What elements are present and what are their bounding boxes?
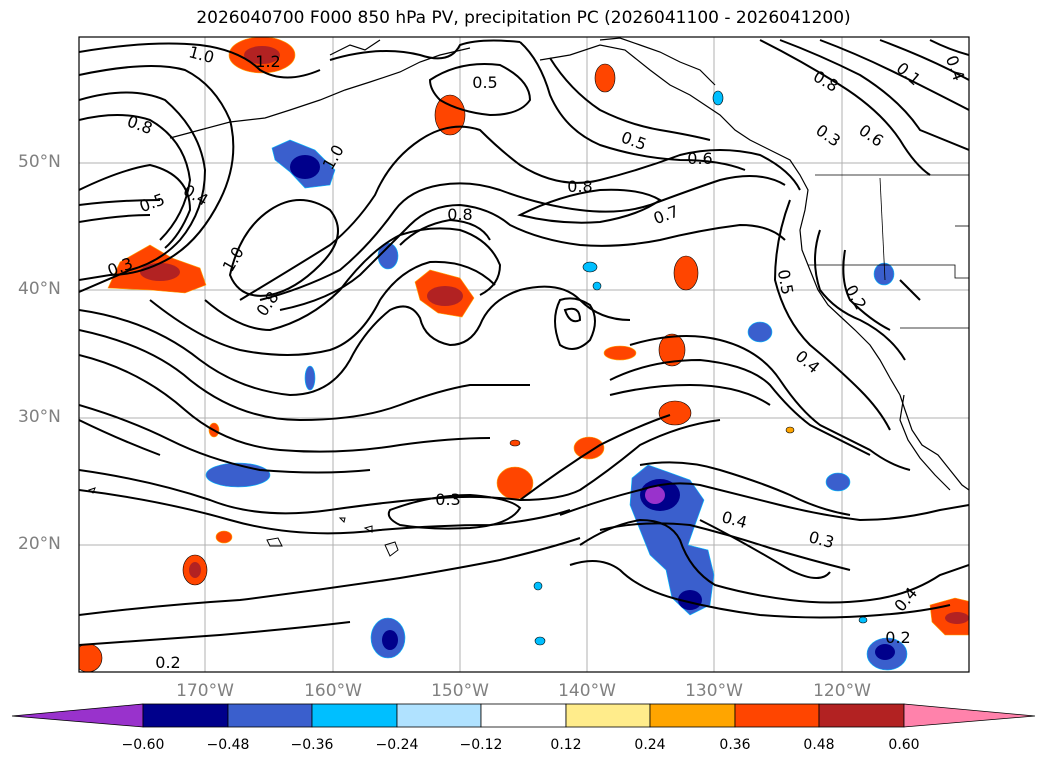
precip-blob [189,562,201,578]
contour-label: 0.4 [180,181,212,210]
precip-blob [427,286,463,306]
precip-blob [79,643,103,672]
precip-blob [215,530,233,544]
colorbar-seg-10 [903,703,1036,728]
lon-label: 170°W [176,681,234,701]
pv-contours [79,39,969,646]
precip-blob [573,436,605,460]
precip-blob [533,581,543,591]
precip-blob [603,345,637,361]
contour-label: 0.2 [155,653,180,672]
precip-blob [785,426,795,434]
precip-blob [712,90,724,106]
colorbar-tick-label: −0.48 [206,737,250,753]
lon-label: 160°W [304,681,362,701]
contour-label: 0.5 [619,128,649,155]
contour-label: 0.3 [812,120,844,150]
colorbar-tick-label: 0.48 [803,737,835,753]
colorbar-seg-6 [565,703,651,728]
precip-blob [244,46,280,64]
contour-label: 0.2 [885,628,910,647]
lat-label: 20°N [18,534,61,554]
colorbar-seg-2 [227,703,313,728]
contour-label: 0.8 [447,205,472,224]
lon-label: 120°W [813,681,871,701]
contour-labels: 1.0 1.2 0.5 0.8 0.5 0.6 0.8 0.7 0.8 0.5 … [105,42,969,672]
colorbar-tick-label: 0.36 [719,737,751,753]
precip-blob [678,590,702,610]
colorbar [11,703,1036,728]
precip-blob [205,462,271,488]
colorbar-seg-1 [142,703,229,728]
lat-label: 30°N [18,407,61,427]
political-borders [808,174,969,329]
precip-blob [945,612,969,624]
colorbar-tick-label: 0.24 [634,737,666,753]
contour-label: 0.5 [472,73,497,92]
map-title: 2026040700 F000 850 hPa PV, precipitatio… [196,8,851,28]
contour-label: 0.3 [435,490,460,509]
colorbar-tick-label: −0.36 [290,737,334,753]
precip-blob [509,439,521,447]
precip-blob [382,630,398,650]
contour-label: 0.8 [567,177,592,196]
colorbar-tick-label: 0.60 [888,737,920,753]
contour-label: 0.4 [942,53,969,83]
lat-label: 40°N [18,279,61,299]
contour-label: 0.5 [774,268,797,296]
colorbar-seg-7 [649,703,736,728]
colorbar-seg-0 [11,703,144,728]
colorbar-tick-label: −0.24 [375,737,419,753]
precip-blob [434,94,466,136]
lon-label: 140°W [558,681,616,701]
colorbar-tick-label: −0.12 [459,737,503,753]
precip-blob [858,616,868,624]
precip-blob [592,281,602,291]
precip-blob [825,472,851,492]
lon-label: 130°W [685,681,743,701]
contour-label: 1.0 [219,243,248,275]
colorbar-seg-5 [480,703,567,728]
lat-label: 50°N [18,152,61,172]
contour-label: 0.6 [687,149,712,168]
colorbar-seg-9 [818,703,905,728]
contour-label: 0.4 [720,507,750,532]
precip-blob [534,636,546,646]
colorbar-tick-label: −0.60 [121,737,165,753]
precip-blob [658,333,686,367]
colorbar-tick-label: 0.12 [550,737,582,753]
contour-label: 0.6 [855,120,887,150]
precip-blob [140,263,180,281]
colorbar-seg-8 [734,703,820,728]
precip-blob [658,400,692,426]
precip-blob [582,261,598,273]
precip-blob [304,365,316,391]
contour-label: 1.2 [255,52,280,71]
colorbar-seg-3 [311,703,398,728]
contour-label: 0.3 [807,527,837,552]
precip-blob [875,644,895,660]
contour-label: 0.5 [137,190,167,217]
precip-blobs [79,37,969,672]
precip-blob [290,155,320,179]
colorbar-seg-4 [396,703,482,728]
lon-label: 150°W [431,681,489,701]
plot-frame [78,36,970,673]
precip-blob [747,321,773,343]
coastline [169,37,969,491]
contour-label: 0.8 [810,67,842,96]
precip-blob [594,63,616,93]
precip-blob [645,486,665,504]
contour-label: 0.7 [651,202,681,229]
contour-label: 0.8 [125,112,155,139]
precip-blob [673,255,699,291]
